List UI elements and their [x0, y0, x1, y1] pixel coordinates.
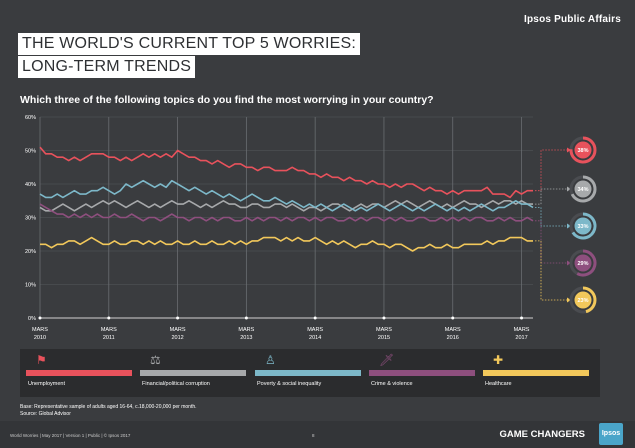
legend-swatch — [369, 370, 475, 376]
x-tick-month: MARS — [170, 327, 186, 333]
series-line-1 — [39, 200, 533, 212]
badge-value-1: 34% — [577, 187, 588, 193]
legend-label: Crime & violence — [371, 381, 413, 387]
x-tick-year: 2015 — [378, 335, 390, 341]
connector-4 — [535, 240, 567, 301]
badge-value-0: 38% — [577, 148, 588, 154]
connector-0 — [535, 149, 567, 192]
y-tick-label: 50% — [25, 149, 36, 155]
x-tick-year: 2012 — [171, 335, 183, 341]
x-tick-year: 2014 — [309, 335, 321, 341]
x-tick-year: 2010 — [34, 335, 46, 341]
badge-ring-1 — [570, 175, 597, 203]
x-tick-month: MARS — [307, 327, 323, 333]
legend-swatch — [26, 370, 132, 376]
footer: World Worries | May 2017 | Version 1 | P… — [0, 421, 635, 448]
legend-label: Poverty & social inequality — [257, 381, 322, 387]
connector-3 — [535, 220, 567, 264]
badge-0 — [574, 141, 592, 159]
footer-tagline: GAME CHANGERS — [499, 429, 585, 440]
connector-arrow-0 — [567, 147, 571, 153]
knife-icon: 🗡 — [379, 353, 395, 367]
x-tick-month: MARS — [376, 327, 392, 333]
badge-4 — [574, 291, 592, 309]
badge-ring-2 — [571, 212, 597, 240]
legend-swatch — [255, 370, 361, 376]
money-icon: ⚖ — [150, 353, 161, 367]
source-note: Source: Global Advisor — [20, 411, 71, 417]
badge-value-2: 33% — [577, 224, 588, 230]
connector-arrow-2 — [567, 223, 571, 229]
x-tick-month: MARS — [32, 327, 48, 333]
x-tick-month: MARS — [445, 327, 461, 333]
page-title-line2: LONG-TERM TRENDS — [18, 56, 196, 78]
footer-info: World Worries | May 2017 | Version 1 | P… — [10, 433, 131, 438]
legend-swatch — [483, 370, 589, 376]
connector-arrow-1 — [567, 186, 571, 192]
x-tick-month: MARS — [101, 327, 117, 333]
connector-2 — [535, 206, 567, 227]
base-note: Base: Representative sample of adults ag… — [20, 404, 197, 410]
connector-arrow-3 — [567, 260, 571, 266]
x-tick-year: 2016 — [447, 335, 459, 341]
legend: ⚑ Unemployment ⚖ Financial/political cor… — [20, 349, 600, 397]
page-number: 8 — [312, 433, 315, 438]
badge-ring-0 — [569, 136, 597, 164]
y-tick-label: 0% — [28, 316, 36, 322]
x-tick-year: 2017 — [515, 335, 527, 341]
x-tick-month: MARS — [238, 327, 254, 333]
badge-value-4: 23% — [577, 298, 588, 304]
badge-2 — [574, 217, 592, 235]
series-line-0 — [39, 146, 533, 199]
badge-3 — [574, 254, 592, 272]
y-tick-label: 60% — [25, 115, 36, 121]
person-icon: ♙ — [265, 353, 276, 367]
x-tick-month: MARS — [514, 327, 530, 333]
y-tick-label: 20% — [25, 249, 36, 255]
series-line-4 — [40, 236, 533, 252]
legend-label: Financial/political corruption — [142, 381, 210, 387]
badge-ring-3 — [576, 249, 597, 277]
y-tick-label: 40% — [25, 182, 36, 188]
y-tick-label: 10% — [25, 283, 36, 289]
legend-label: Unemployment — [28, 381, 65, 387]
connector-arrow-4 — [567, 297, 571, 303]
line-chart: 0% 10% 20% 30% 40% 50% 60% MARS 2010 MARS 2011 MARS… — [25, 115, 597, 341]
badge-value-3: 29% — [577, 261, 588, 267]
ambulance-icon: ✚ — [493, 353, 504, 367]
brand-name: Ipsos Public Affairs — [524, 14, 621, 25]
x-tick-year: 2011 — [103, 335, 115, 341]
badge-ring-4 — [582, 286, 597, 314]
ipsos-logo: Ipsos — [599, 423, 623, 445]
connector-1 — [535, 188, 567, 205]
series-line-2 — [39, 179, 534, 212]
x-tick-year: 2013 — [240, 335, 252, 341]
series-line-3 — [39, 203, 534, 222]
chart-question: Which three of the following topics do y… — [20, 94, 434, 106]
page-title-line1: THE WORLD'S CURRENT TOP 5 WORRIES: — [18, 33, 361, 55]
y-tick-label: 30% — [25, 216, 36, 222]
sign-icon: ⚑ — [36, 353, 47, 367]
legend-swatch — [140, 370, 246, 376]
legend-label: Healthcare — [485, 381, 512, 387]
badge-1 — [574, 180, 592, 198]
